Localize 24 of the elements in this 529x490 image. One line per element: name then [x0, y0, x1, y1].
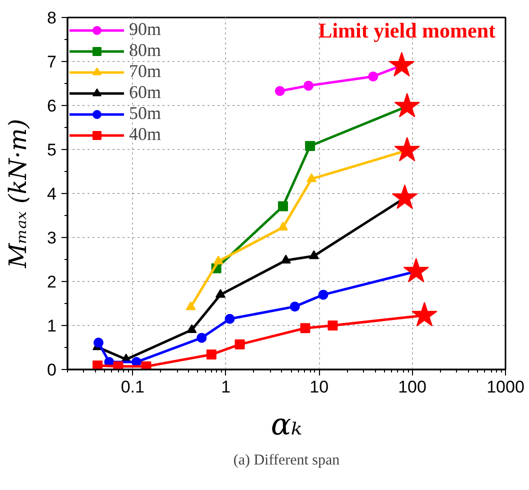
y-axis-title: Mₘₐₓ (kN·m): [4, 118, 32, 270]
x-tick-label: 10: [310, 378, 329, 396]
legend-label: 60m: [129, 82, 162, 103]
y-tick-label: 8: [47, 8, 57, 28]
text: (a) Different span: [233, 452, 340, 468]
y-tick-label: 0: [47, 360, 57, 380]
x-tick-label: 1: [221, 378, 231, 396]
y-tick-label: 4: [47, 184, 57, 204]
legend-label: 90m: [129, 19, 162, 40]
y-tick-label: 1: [47, 316, 57, 336]
y-tick-label: 7: [47, 52, 57, 72]
y-tick-label: 2: [47, 272, 57, 292]
legend-label: 40m: [129, 124, 162, 145]
y-tick-label: 5: [47, 140, 57, 160]
y-tick-label: 3: [47, 228, 57, 248]
legend-label: 80m: [129, 40, 162, 61]
series-label: Limit yield moment: [318, 18, 496, 42]
x-tick-label: 100: [398, 378, 426, 396]
x-axis-title: αₖ: [270, 408, 302, 442]
x-tick-label: 0.1: [120, 378, 144, 396]
x-tick-label: 1000: [486, 378, 524, 396]
y-tick-label: 6: [47, 96, 57, 116]
legend-label: 70m: [129, 61, 162, 82]
legend-label: 50m: [129, 103, 162, 124]
